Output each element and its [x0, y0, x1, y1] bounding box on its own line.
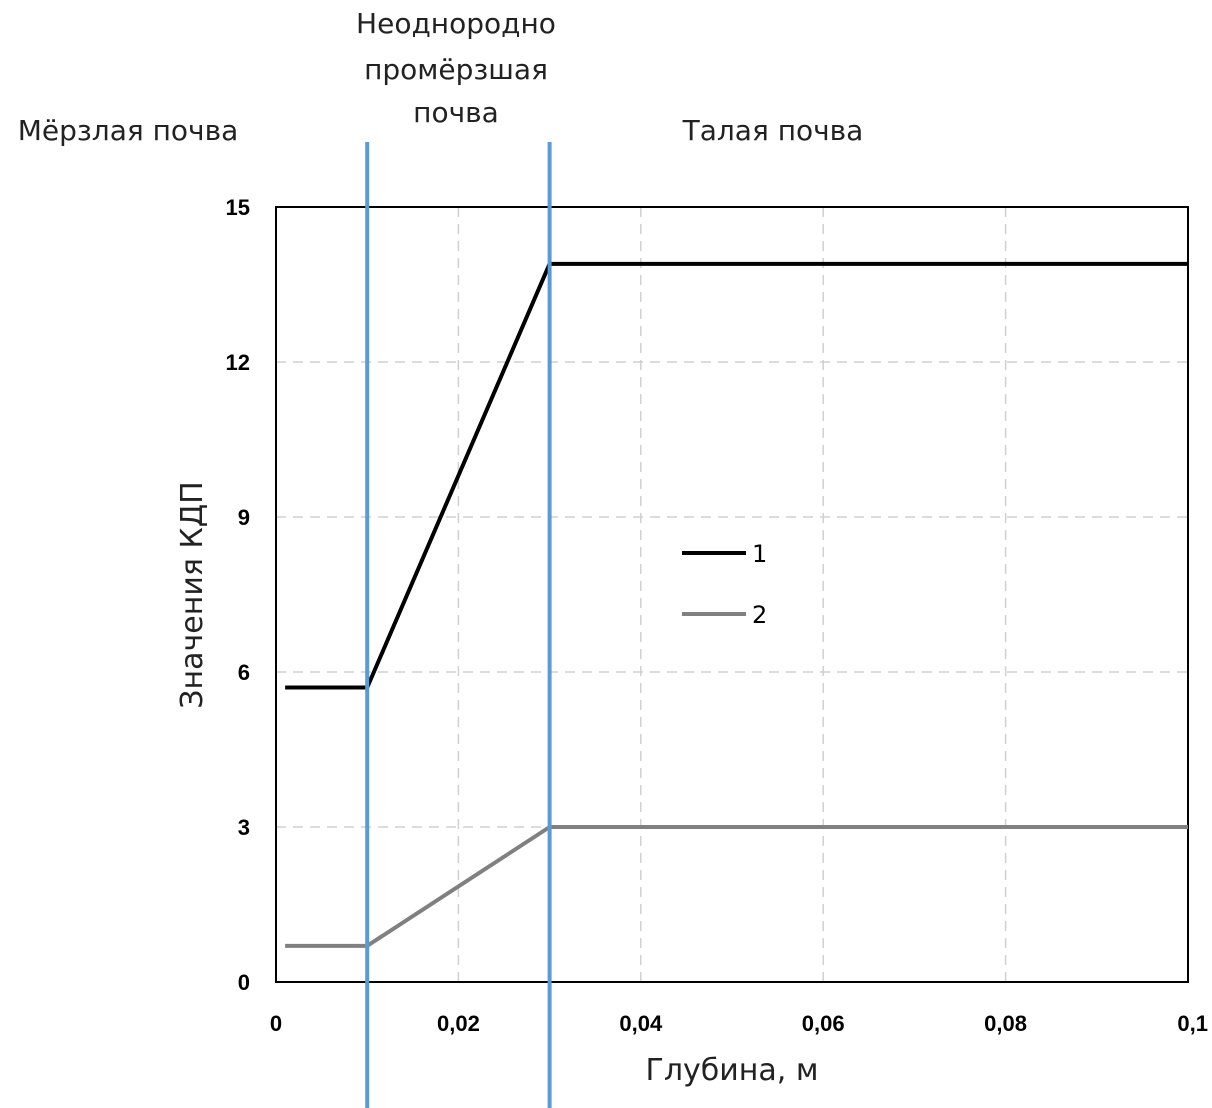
zone-label-mixed-line2: промёрзшая	[364, 53, 548, 86]
zone-boundaries	[365, 142, 552, 1108]
x-tick-label: 0,08	[984, 1011, 1027, 1036]
grid-lines	[276, 207, 1188, 982]
legend-label-series-1: 1	[752, 540, 767, 568]
series-line-1	[285, 261, 1188, 690]
y-tick-label: 12	[226, 350, 250, 375]
y-tick-label: 3	[238, 815, 250, 840]
y-tick-labels: 0 3 6 9 12 15	[226, 195, 250, 995]
data-series	[285, 261, 1188, 948]
zone-label-mixed-line1: Неоднородно	[356, 7, 556, 40]
zone-label-mixed-line3: почва	[413, 96, 499, 129]
y-tick-label: 6	[238, 660, 250, 685]
zone-label-frozen: Мёрзлая почва	[18, 114, 239, 147]
x-tick-label: 0,04	[619, 1011, 663, 1036]
x-tick-label: 0,1	[1177, 1011, 1208, 1036]
plot-area-frame	[275, 206, 1189, 983]
x-axis-title: Глубина, м	[646, 1053, 819, 1088]
zone-label-thawed: Талая почва	[682, 114, 864, 147]
x-tick-label: 0,06	[802, 1011, 845, 1036]
x-tick-label: 0,02	[437, 1011, 480, 1036]
x-tick-label: 0	[270, 1011, 282, 1036]
y-axis-title: Значения КДП	[175, 481, 210, 708]
y-tick-label: 9	[238, 505, 250, 530]
y-tick-label: 15	[226, 195, 250, 220]
x-tick-labels: 0 0,02 0,04 0,06 0,08 0,1	[270, 1011, 1208, 1036]
series-line-2	[285, 825, 1188, 948]
legend: 1 2	[682, 540, 767, 629]
y-tick-label: 0	[238, 970, 250, 995]
legend-label-series-2: 2	[752, 601, 767, 629]
